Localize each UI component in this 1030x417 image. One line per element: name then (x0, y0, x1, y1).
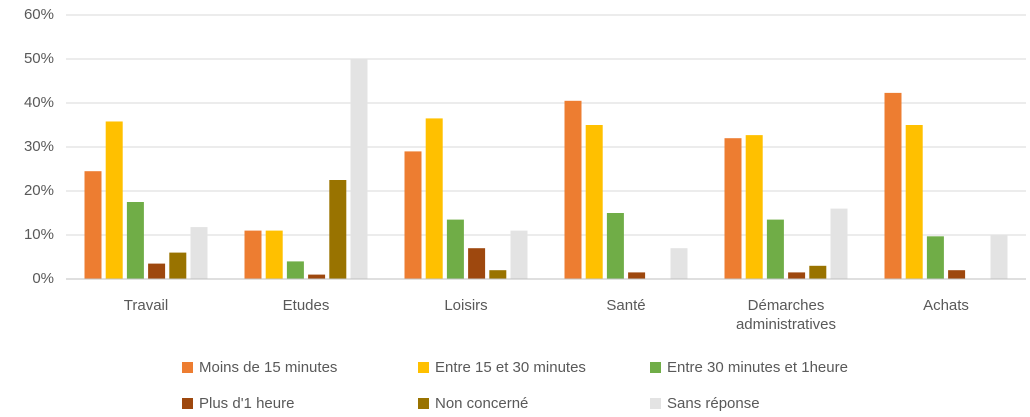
legend-label: Entre 30 minutes et 1heure (667, 359, 848, 376)
bar (265, 230, 283, 279)
bar (724, 138, 742, 279)
y-tick-label: 50% (24, 50, 54, 67)
bar (948, 270, 966, 279)
bar (766, 219, 784, 279)
x-tick-label: Travail (123, 297, 169, 314)
bar (148, 263, 166, 279)
legend-swatch (650, 398, 661, 409)
bar (286, 261, 304, 279)
bar (585, 125, 603, 279)
y-tick-label: 60% (24, 6, 54, 23)
bar (745, 135, 763, 279)
bar (884, 92, 902, 279)
legend-swatch (182, 398, 193, 409)
bar (830, 208, 848, 279)
y-tick-label: 10% (24, 226, 54, 243)
legend-label: Non concerné (435, 395, 529, 412)
legend-swatch (418, 398, 429, 409)
legend-item: Plus d'1 heure (182, 395, 294, 412)
legend-item: Entre 15 et 30 minutes (418, 359, 586, 376)
bar (564, 100, 582, 279)
x-tick-label: Loisirs (444, 297, 488, 314)
bar (510, 230, 528, 279)
legend-swatch (182, 362, 193, 373)
bar (990, 235, 1008, 279)
legend-item: Entre 30 minutes et 1heure (650, 359, 848, 376)
y-tick-label: 30% (24, 138, 54, 155)
legend-label: Entre 15 et 30 minutes (435, 359, 586, 376)
bar (670, 248, 688, 279)
legend-label: Sans réponse (667, 395, 760, 412)
y-tick-label: 20% (24, 182, 54, 199)
bar (190, 227, 208, 279)
bar (468, 248, 486, 279)
legend-label: Plus d'1 heure (199, 395, 295, 412)
bar (84, 171, 102, 279)
legend-item: Sans réponse (650, 395, 760, 412)
bar (606, 213, 624, 279)
bar (905, 125, 923, 279)
bar (926, 236, 944, 279)
y-tick-label: 0% (32, 270, 54, 287)
bar (169, 252, 187, 279)
bar (788, 272, 806, 279)
bar (105, 121, 123, 279)
x-tick-label: Démarches administratives (735, 297, 837, 333)
bar (350, 59, 368, 279)
legend-swatch (418, 362, 429, 373)
legend-item: Moins de 15 minutes (182, 359, 337, 376)
legend-item: Non concerné (418, 395, 528, 412)
legend-label: Moins de 15 minutes (199, 359, 338, 376)
bar (425, 118, 443, 280)
legend-swatch (650, 362, 661, 373)
y-tick-label: 40% (24, 94, 54, 111)
bar (628, 272, 646, 279)
bar (404, 151, 422, 279)
bar (308, 274, 326, 279)
x-tick-label: Etudes (282, 297, 330, 314)
bar (244, 230, 262, 279)
bar (489, 270, 507, 279)
bar (809, 265, 827, 279)
bar (126, 202, 144, 279)
x-tick-label: Santé (606, 297, 646, 314)
bar (329, 180, 347, 279)
x-tick-label: Achats (923, 297, 969, 314)
bar (446, 219, 464, 279)
